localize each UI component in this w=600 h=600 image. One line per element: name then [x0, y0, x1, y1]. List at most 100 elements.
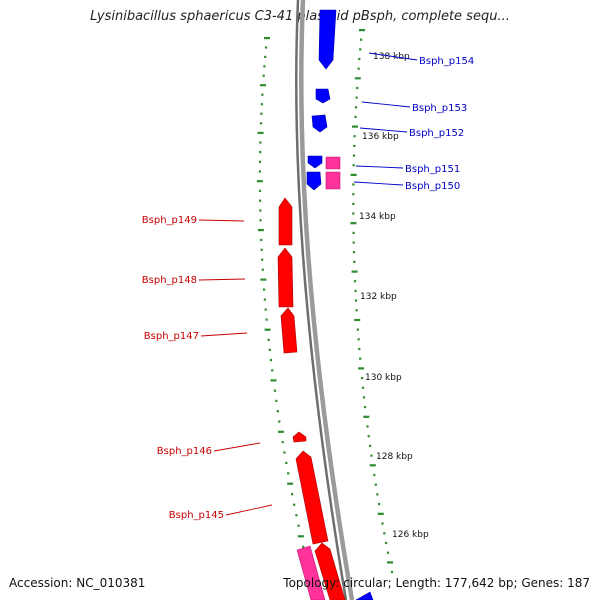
- outer-ring-minor-tick: [357, 67, 360, 70]
- outer-ring-minor-tick: [352, 154, 356, 157]
- ruler-label-138: 138 kbp: [373, 52, 410, 62]
- gene-bsph-p146[interactable]: [292, 431, 307, 443]
- outer-ring-minor-tick: [352, 164, 355, 167]
- outer-ring-minor-tick: [352, 212, 355, 215]
- label-bsph-p154[interactable]: Bsph_p154: [419, 56, 474, 67]
- gene-bsph-p151-pink[interactable]: [325, 156, 341, 170]
- inner-ring-minor-tick: [264, 55, 267, 58]
- label-bsph-p151[interactable]: Bsph_p151: [405, 164, 460, 175]
- inner-ring-minor-tick: [263, 288, 266, 291]
- label-bsph-p145[interactable]: Bsph_p145: [169, 510, 224, 521]
- gene-bsph-p150-pink[interactable]: [325, 171, 341, 190]
- outer-ring-major-tick: [359, 29, 365, 32]
- inner-ring-minor-tick: [273, 389, 276, 392]
- outer-ring-minor-tick: [352, 251, 356, 254]
- backbone-inner-line: [295, 0, 348, 600]
- inner-ring-major-tick: [297, 535, 304, 538]
- label-bsph-p152[interactable]: Bsph_p152: [409, 128, 464, 139]
- inner-ring-minor-tick: [283, 451, 286, 454]
- inner-ring-minor-tick: [278, 420, 281, 423]
- outer-tick-ring: [350, 29, 394, 574]
- ruler-label-136: 136 kbp: [362, 132, 399, 142]
- inner-ring-minor-tick: [259, 209, 262, 212]
- outer-ring-major-tick: [352, 125, 358, 128]
- gene-bsph-p154[interactable]: [318, 9, 337, 70]
- outer-ring-major-tick: [354, 77, 361, 80]
- reverse-label-leaders: [198, 219, 273, 516]
- label-bsph-p146[interactable]: Bsph_p146: [157, 446, 212, 457]
- outer-ring-minor-tick: [390, 571, 394, 574]
- inner-ring-minor-tick: [258, 170, 261, 173]
- outer-ring-minor-tick: [367, 435, 370, 438]
- inner-ring-minor-tick: [268, 348, 271, 351]
- outer-ring-major-tick: [369, 464, 376, 467]
- inner-ring-minor-tick: [265, 46, 268, 49]
- gene-bsph-p148[interactable]: [277, 247, 294, 308]
- inner-ring-minor-tick: [293, 503, 296, 506]
- inner-ring-major-tick: [287, 482, 294, 485]
- outer-ring-minor-tick: [352, 241, 355, 244]
- outer-ring-minor-tick: [378, 503, 381, 506]
- outer-ring-major-tick: [350, 222, 357, 225]
- outer-ring-minor-tick: [356, 86, 359, 90]
- outer-ring-minor-tick: [381, 522, 384, 525]
- gene-bsph-p145[interactable]: [295, 450, 329, 545]
- forward-gene-labels: Bsph_p154 Bsph_p153 Bsph_p152 Bsph_p151 …: [405, 56, 474, 192]
- inner-ring-minor-tick: [302, 545, 305, 548]
- gene-bsph-p150[interactable]: [306, 171, 322, 191]
- inner-ring-minor-tick: [269, 359, 272, 362]
- outer-ring-minor-tick: [354, 289, 357, 292]
- inner-ring-major-tick: [257, 131, 264, 134]
- inner-ring-minor-tick: [261, 93, 264, 96]
- gene-bsph-p149[interactable]: [278, 197, 293, 246]
- outer-ring-minor-tick: [353, 280, 357, 283]
- outer-ring-major-tick: [363, 415, 370, 418]
- gene-bsph-p151[interactable]: [307, 155, 323, 169]
- backbone-outer-line: [299, 0, 355, 600]
- outer-ring-minor-tick: [354, 115, 357, 118]
- topology-summary: Topology: circular; Length: 177,642 bp; …: [283, 576, 590, 590]
- reverse-gene-labels: Bsph_p149 Bsph_p148 Bsph_p147 Bsph_p146 …: [142, 215, 224, 521]
- outer-ring-minor-tick: [355, 96, 358, 99]
- outer-ring-minor-tick: [359, 357, 362, 360]
- outer-ring-major-tick: [387, 561, 393, 564]
- ruler-label-130: 130 kbp: [365, 373, 402, 383]
- gene-bsph-p147[interactable]: [280, 307, 298, 354]
- label-bsph-p149[interactable]: Bsph_p149: [142, 215, 197, 226]
- inner-ring-minor-tick: [260, 248, 263, 251]
- label-bsph-p147[interactable]: Bsph_p147: [144, 331, 199, 342]
- label-bsph-p153[interactable]: Bsph_p153: [412, 103, 467, 114]
- gene-lower-red[interactable]: [314, 542, 346, 600]
- inner-ring-major-tick: [264, 328, 271, 331]
- inner-ring-minor-tick: [264, 308, 267, 311]
- gene-bsph-p153[interactable]: [315, 88, 331, 104]
- inner-ring-minor-tick: [287, 472, 290, 475]
- label-bsph-p148[interactable]: Bsph_p148: [142, 275, 197, 286]
- outer-ring-minor-tick: [352, 183, 355, 186]
- inner-ring-major-tick: [270, 379, 277, 382]
- inner-ring-major-tick: [260, 278, 267, 281]
- outer-ring-minor-tick: [358, 57, 361, 61]
- inner-ring-major-tick: [257, 229, 264, 232]
- outer-ring-minor-tick: [356, 328, 359, 331]
- gene-lower-blue[interactable]: [355, 591, 374, 600]
- inner-ring-minor-tick: [258, 160, 262, 163]
- outer-ring-minor-tick: [373, 473, 376, 477]
- gene-lower-pink[interactable]: [296, 545, 326, 600]
- label-bsph-p150[interactable]: Bsph_p150: [405, 181, 460, 192]
- ruler-labels: 138 kbp 136 kbp 134 kbp 132 kbp 130 kbp …: [359, 52, 429, 540]
- outer-ring-minor-tick: [360, 38, 363, 41]
- ruler-label-126: 126 kbp: [392, 530, 429, 540]
- inner-ring-minor-tick: [285, 461, 288, 464]
- outer-ring-minor-tick: [360, 377, 364, 380]
- inner-ring-minor-tick: [291, 493, 294, 496]
- inner-ring-minor-tick: [267, 338, 270, 341]
- ruler-label-134: 134 kbp: [359, 212, 396, 222]
- gene-bsph-p152[interactable]: [311, 114, 328, 133]
- outer-ring-minor-tick: [352, 202, 355, 205]
- inner-ring-minor-tick: [259, 199, 262, 202]
- inner-ring-minor-tick: [260, 112, 263, 115]
- outer-ring-minor-tick: [369, 444, 372, 447]
- outer-ring-major-tick: [377, 512, 384, 515]
